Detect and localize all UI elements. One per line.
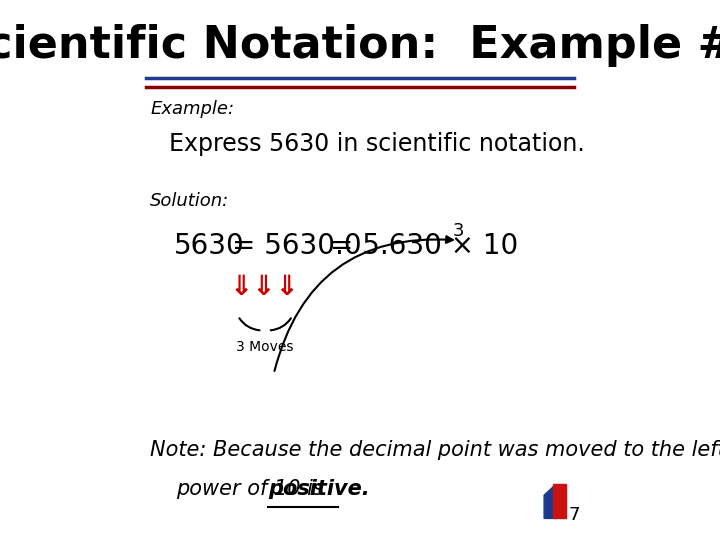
Text: Scientific Notation:  Example #1: Scientific Notation: Example #1 [0, 24, 720, 68]
Text: = 5.630 × 10: = 5.630 × 10 [330, 232, 518, 260]
Text: 5630: 5630 [174, 232, 244, 260]
Text: Example:: Example: [150, 100, 235, 118]
Text: power of 10 is: power of 10 is [176, 479, 330, 499]
Text: Note: Because the decimal point was moved to the left, the: Note: Because the decimal point was move… [150, 440, 720, 460]
Text: = 5630.0: = 5630.0 [232, 232, 361, 260]
Text: 3: 3 [452, 221, 464, 240]
Text: ⇓⇓⇓: ⇓⇓⇓ [230, 273, 300, 301]
Text: Express 5630 in scientific notation.: Express 5630 in scientific notation. [169, 132, 585, 156]
Polygon shape [544, 484, 556, 518]
Text: 7: 7 [569, 506, 580, 524]
Text: Solution:: Solution: [150, 192, 230, 210]
Polygon shape [552, 484, 567, 518]
Text: positive.: positive. [268, 479, 369, 499]
Text: 3 Moves: 3 Moves [236, 340, 294, 354]
